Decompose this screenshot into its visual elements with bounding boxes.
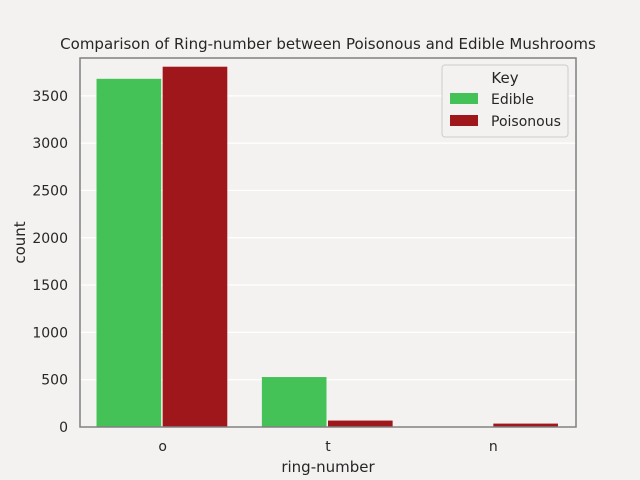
- y-tick-label: 2500: [32, 183, 68, 199]
- y-tick-label: 1500: [32, 278, 68, 294]
- bar-edible-t: [261, 377, 327, 427]
- chart-title: Comparison of Ring-number between Poison…: [60, 35, 596, 53]
- y-tick-label: 3500: [32, 89, 68, 105]
- bar-edible-o: [96, 78, 162, 428]
- y-tick-labels: 0 500 1000 1500 2000 2500 3000 3500: [32, 89, 68, 436]
- legend-items: Edible Poisonous: [450, 92, 561, 130]
- bar-poisonous-o: [162, 66, 228, 427]
- y-tick-label: 1000: [32, 325, 68, 341]
- y-axis-label: count: [11, 221, 29, 263]
- y-tick-label: 2000: [32, 231, 68, 247]
- legend-swatch-poisonous: [450, 115, 478, 126]
- x-tick-label: n: [489, 439, 498, 455]
- bar-poisonous-t: [328, 420, 393, 427]
- x-tick-label: o: [158, 439, 167, 455]
- x-tick-label: t: [325, 439, 331, 455]
- bars: [96, 66, 558, 428]
- legend-label-edible: Edible: [491, 92, 534, 108]
- y-tick-label: 500: [41, 373, 68, 389]
- plot-frame: [79, 57, 577, 428]
- y-tick-label: 3000: [32, 136, 68, 152]
- legend-label-poisonous: Poisonous: [491, 114, 561, 130]
- legend-title: Key: [491, 69, 518, 87]
- x-axis-label: ring-number: [281, 458, 375, 476]
- legend-swatch-edible: [450, 93, 478, 104]
- legend: Key Edible Poisonous: [441, 64, 569, 138]
- y-tick-label: 0: [59, 420, 68, 436]
- bar-poisonous-n: [493, 423, 558, 427]
